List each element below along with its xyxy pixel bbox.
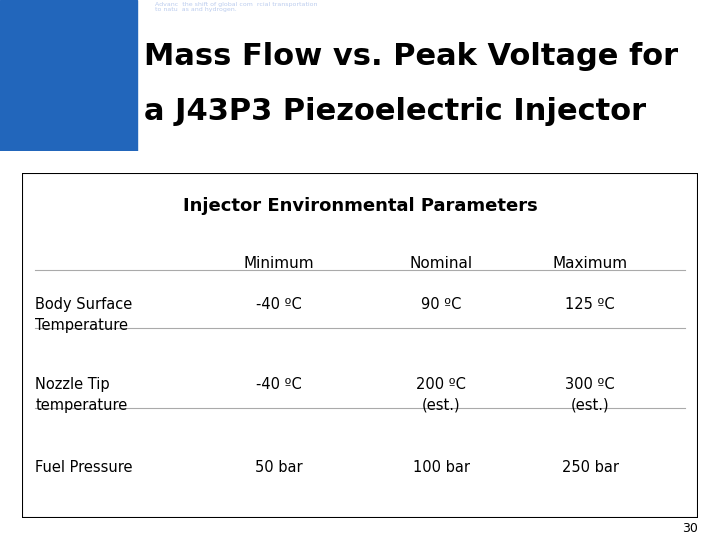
Text: a J43P3 Piezoelectric Injector: a J43P3 Piezoelectric Injector xyxy=(144,97,646,126)
Text: Maximum: Maximum xyxy=(552,256,628,271)
Text: 90 ºC: 90 ºC xyxy=(421,297,462,312)
Text: Nozzle Tip
temperature: Nozzle Tip temperature xyxy=(35,377,127,413)
Text: 250 bar: 250 bar xyxy=(562,460,618,475)
Text: -40 ºC: -40 ºC xyxy=(256,297,302,312)
Text: Fuel Pressure: Fuel Pressure xyxy=(35,460,132,475)
Text: 30: 30 xyxy=(683,522,698,535)
Text: Advanc  the shift of global com  rcial transportation
to natu  as and hydrogen.: Advanc the shift of global com rcial tra… xyxy=(155,2,318,12)
Text: 200 ºC
(est.): 200 ºC (est.) xyxy=(416,377,466,413)
Text: Body Surface
Temperature: Body Surface Temperature xyxy=(35,297,132,333)
Text: Nominal: Nominal xyxy=(410,256,473,271)
Text: 300 ºC
(est.): 300 ºC (est.) xyxy=(565,377,615,413)
FancyBboxPatch shape xyxy=(22,173,698,518)
Text: 50 bar: 50 bar xyxy=(255,460,302,475)
Text: 100 bar: 100 bar xyxy=(413,460,469,475)
Text: -40 ºC: -40 ºC xyxy=(256,377,302,392)
Text: Minimum: Minimum xyxy=(243,256,314,271)
Text: 125 ºC: 125 ºC xyxy=(565,297,615,312)
Text: Injector Environmental Parameters: Injector Environmental Parameters xyxy=(183,197,537,215)
Text: Mass Flow vs. Peak Voltage for: Mass Flow vs. Peak Voltage for xyxy=(144,42,678,71)
Bar xyxy=(0,0,137,151)
